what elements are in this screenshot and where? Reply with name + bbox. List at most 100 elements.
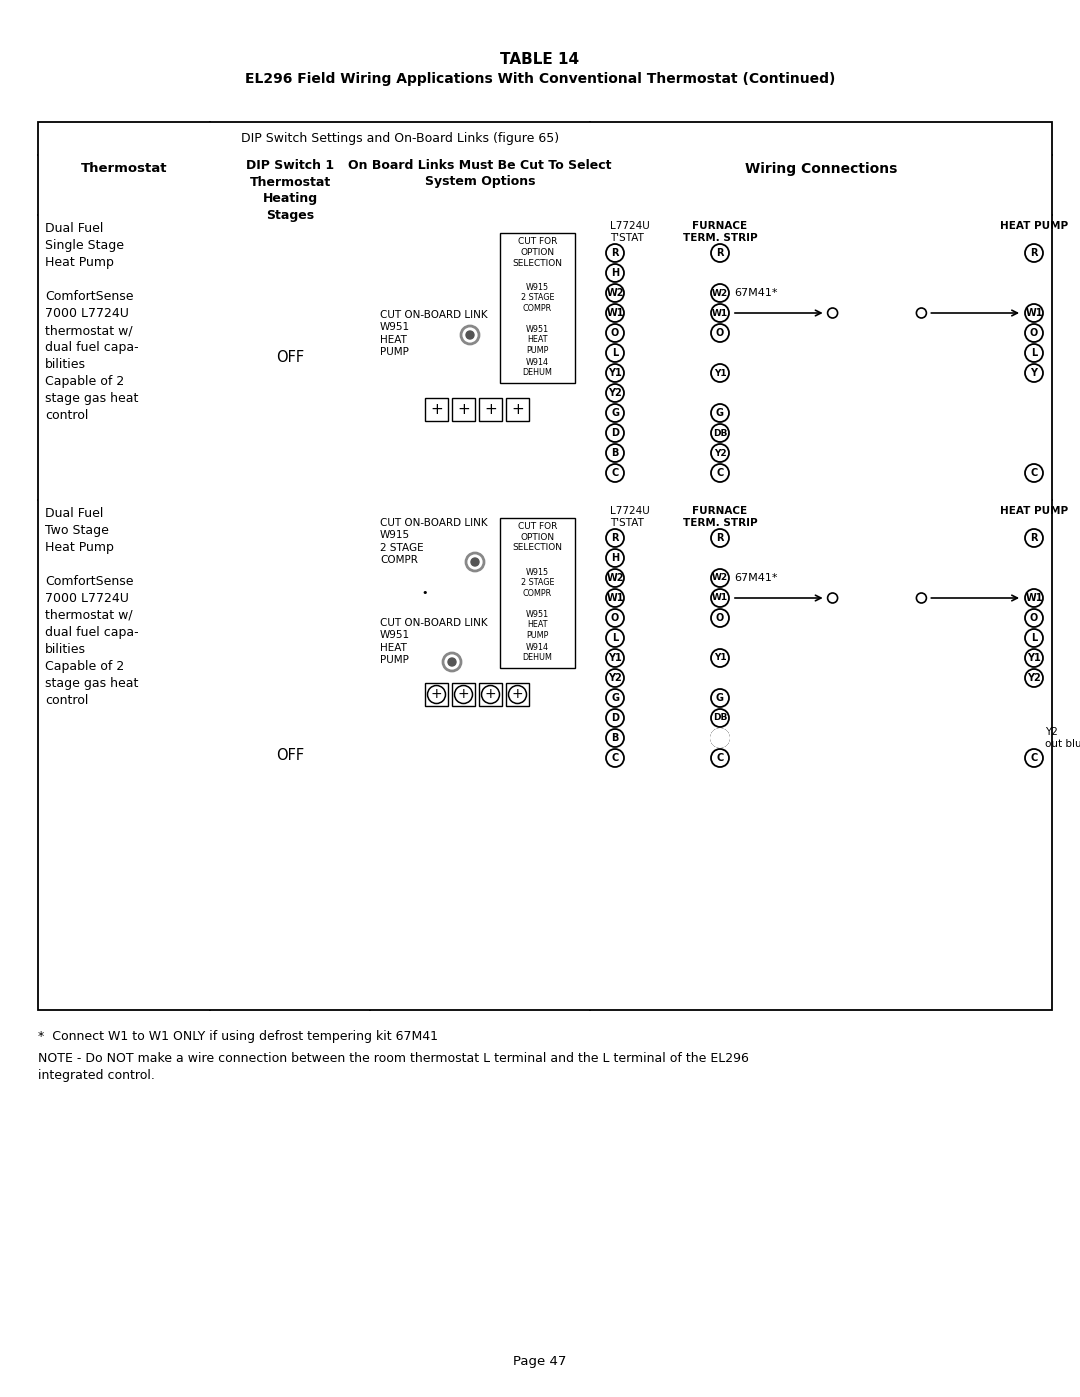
Text: L: L (1031, 348, 1037, 358)
Bar (507, 398, 529, 420)
Text: O: O (716, 613, 724, 623)
Text: R: R (716, 249, 724, 258)
Text: Wiring Connections: Wiring Connections (745, 162, 897, 176)
Text: +: + (430, 402, 443, 416)
Text: Y2: Y2 (714, 733, 727, 742)
Circle shape (448, 658, 456, 666)
Text: L: L (1031, 633, 1037, 643)
Text: L7724U
T'STAT: L7724U T'STAT (610, 506, 650, 528)
Circle shape (917, 307, 927, 319)
Circle shape (710, 728, 730, 747)
Text: 67M41*: 67M41* (734, 288, 778, 298)
Text: W915
2 STAGE
COMPR: W915 2 STAGE COMPR (521, 284, 554, 313)
Text: R: R (611, 534, 619, 543)
Text: R: R (716, 534, 724, 543)
Bar (426, 398, 448, 420)
Text: •: • (422, 588, 429, 598)
Text: W1: W1 (606, 307, 624, 319)
Text: Y1: Y1 (608, 367, 622, 379)
Text: D: D (611, 427, 619, 439)
Text: HEAT PUMP: HEAT PUMP (1000, 221, 1068, 231)
Text: Thermostat: Thermostat (81, 162, 167, 175)
Text: CUT FOR
OPTION
SELECTION: CUT FOR OPTION SELECTION (513, 522, 563, 552)
Text: Y2
out blue: Y2 out blue (1045, 728, 1080, 749)
Text: *  Connect W1 to W1 ONLY if using defrost tempering kit 67M41: * Connect W1 to W1 ONLY if using defrost… (38, 1030, 438, 1044)
Text: G: G (716, 693, 724, 703)
Text: 67M41*: 67M41* (734, 573, 778, 583)
Text: CUT FOR
OPTION
SELECTION: CUT FOR OPTION SELECTION (513, 237, 563, 267)
Text: O: O (1030, 328, 1038, 338)
Text: B2: B2 (714, 733, 727, 742)
Text: FURNACE
TERM. STRIP: FURNACE TERM. STRIP (683, 221, 757, 243)
Bar (453, 683, 475, 705)
Text: G: G (611, 693, 619, 703)
Text: +: + (484, 402, 497, 416)
Text: W1: W1 (1025, 307, 1043, 319)
Text: H: H (611, 553, 619, 563)
Text: Dual Fuel
Single Stage
Heat Pump

ComfortSense
7000 L7724U
thermostat w/
dual fu: Dual Fuel Single Stage Heat Pump Comfort… (45, 222, 138, 422)
Text: DB: DB (713, 429, 727, 437)
Bar (453, 398, 475, 420)
Bar (500, 233, 575, 383)
Text: DB: DB (713, 714, 727, 722)
Text: Y1: Y1 (714, 654, 727, 662)
Text: W2: W2 (712, 289, 728, 298)
Text: Page 47: Page 47 (513, 1355, 567, 1368)
Text: DIP Switch 1
Thermostat
Heating
Stages: DIP Switch 1 Thermostat Heating Stages (246, 159, 334, 222)
Circle shape (465, 331, 474, 339)
Text: HEAT PUMP: HEAT PUMP (1000, 506, 1068, 515)
Text: L: L (612, 633, 618, 643)
Text: W1: W1 (712, 309, 728, 317)
Text: O: O (611, 328, 619, 338)
Text: Y: Y (1030, 367, 1038, 379)
Text: W915
2 STAGE
COMPR: W915 2 STAGE COMPR (521, 569, 554, 598)
Text: +: + (485, 687, 497, 701)
Bar (480, 398, 502, 420)
Text: G: G (611, 408, 619, 418)
Text: W914
DEHUM: W914 DEHUM (523, 643, 553, 662)
Text: H: H (611, 268, 619, 278)
Text: W1: W1 (1025, 592, 1043, 604)
Circle shape (917, 592, 927, 604)
Text: Y2: Y2 (714, 448, 727, 457)
Text: Y2: Y2 (608, 673, 622, 683)
Bar (38, 122, 1052, 1010)
Bar (480, 683, 502, 705)
Text: +: + (457, 402, 470, 416)
Bar (507, 683, 529, 705)
Text: L7724U
T'STAT: L7724U T'STAT (610, 221, 650, 243)
Circle shape (827, 592, 838, 604)
Text: Y1: Y1 (1027, 652, 1041, 664)
Text: +: + (431, 687, 443, 701)
Text: OFF: OFF (275, 351, 305, 365)
Text: W1: W1 (712, 594, 728, 602)
Text: Y1: Y1 (608, 652, 622, 664)
Circle shape (461, 326, 480, 344)
Text: Y2: Y2 (608, 388, 622, 398)
Text: W2: W2 (712, 574, 728, 583)
Text: EL296 Field Wiring Applications With Conventional Thermostat (Continued): EL296 Field Wiring Applications With Con… (245, 73, 835, 87)
Text: B: B (611, 733, 619, 743)
Text: +: + (511, 402, 524, 416)
Text: OFF: OFF (275, 747, 305, 763)
Text: Y2: Y2 (1027, 673, 1041, 683)
Text: W1: W1 (606, 592, 624, 604)
Text: NOTE - Do NOT make a wire connection between the room thermostat L terminal and : NOTE - Do NOT make a wire connection bet… (38, 1052, 748, 1083)
Text: Dual Fuel
Two Stage
Heat Pump

ComfortSense
7000 L7724U
thermostat w/
dual fuel : Dual Fuel Two Stage Heat Pump ComfortSen… (45, 507, 138, 707)
Circle shape (471, 557, 480, 566)
Text: O: O (1030, 613, 1038, 623)
Text: +: + (458, 687, 470, 701)
Text: D: D (611, 712, 619, 724)
Text: R: R (1030, 249, 1038, 258)
Text: W2: W2 (606, 288, 624, 298)
Bar (500, 518, 575, 668)
Text: DIP Switch Settings and On-Board Links (figure 65): DIP Switch Settings and On-Board Links (… (241, 131, 559, 145)
Text: L: L (612, 348, 618, 358)
Text: C: C (1030, 753, 1038, 763)
Text: R: R (1030, 534, 1038, 543)
Text: C: C (716, 468, 724, 478)
Text: C: C (716, 753, 724, 763)
Text: C: C (611, 753, 619, 763)
Text: C: C (1030, 468, 1038, 478)
Text: Y1: Y1 (714, 369, 727, 377)
